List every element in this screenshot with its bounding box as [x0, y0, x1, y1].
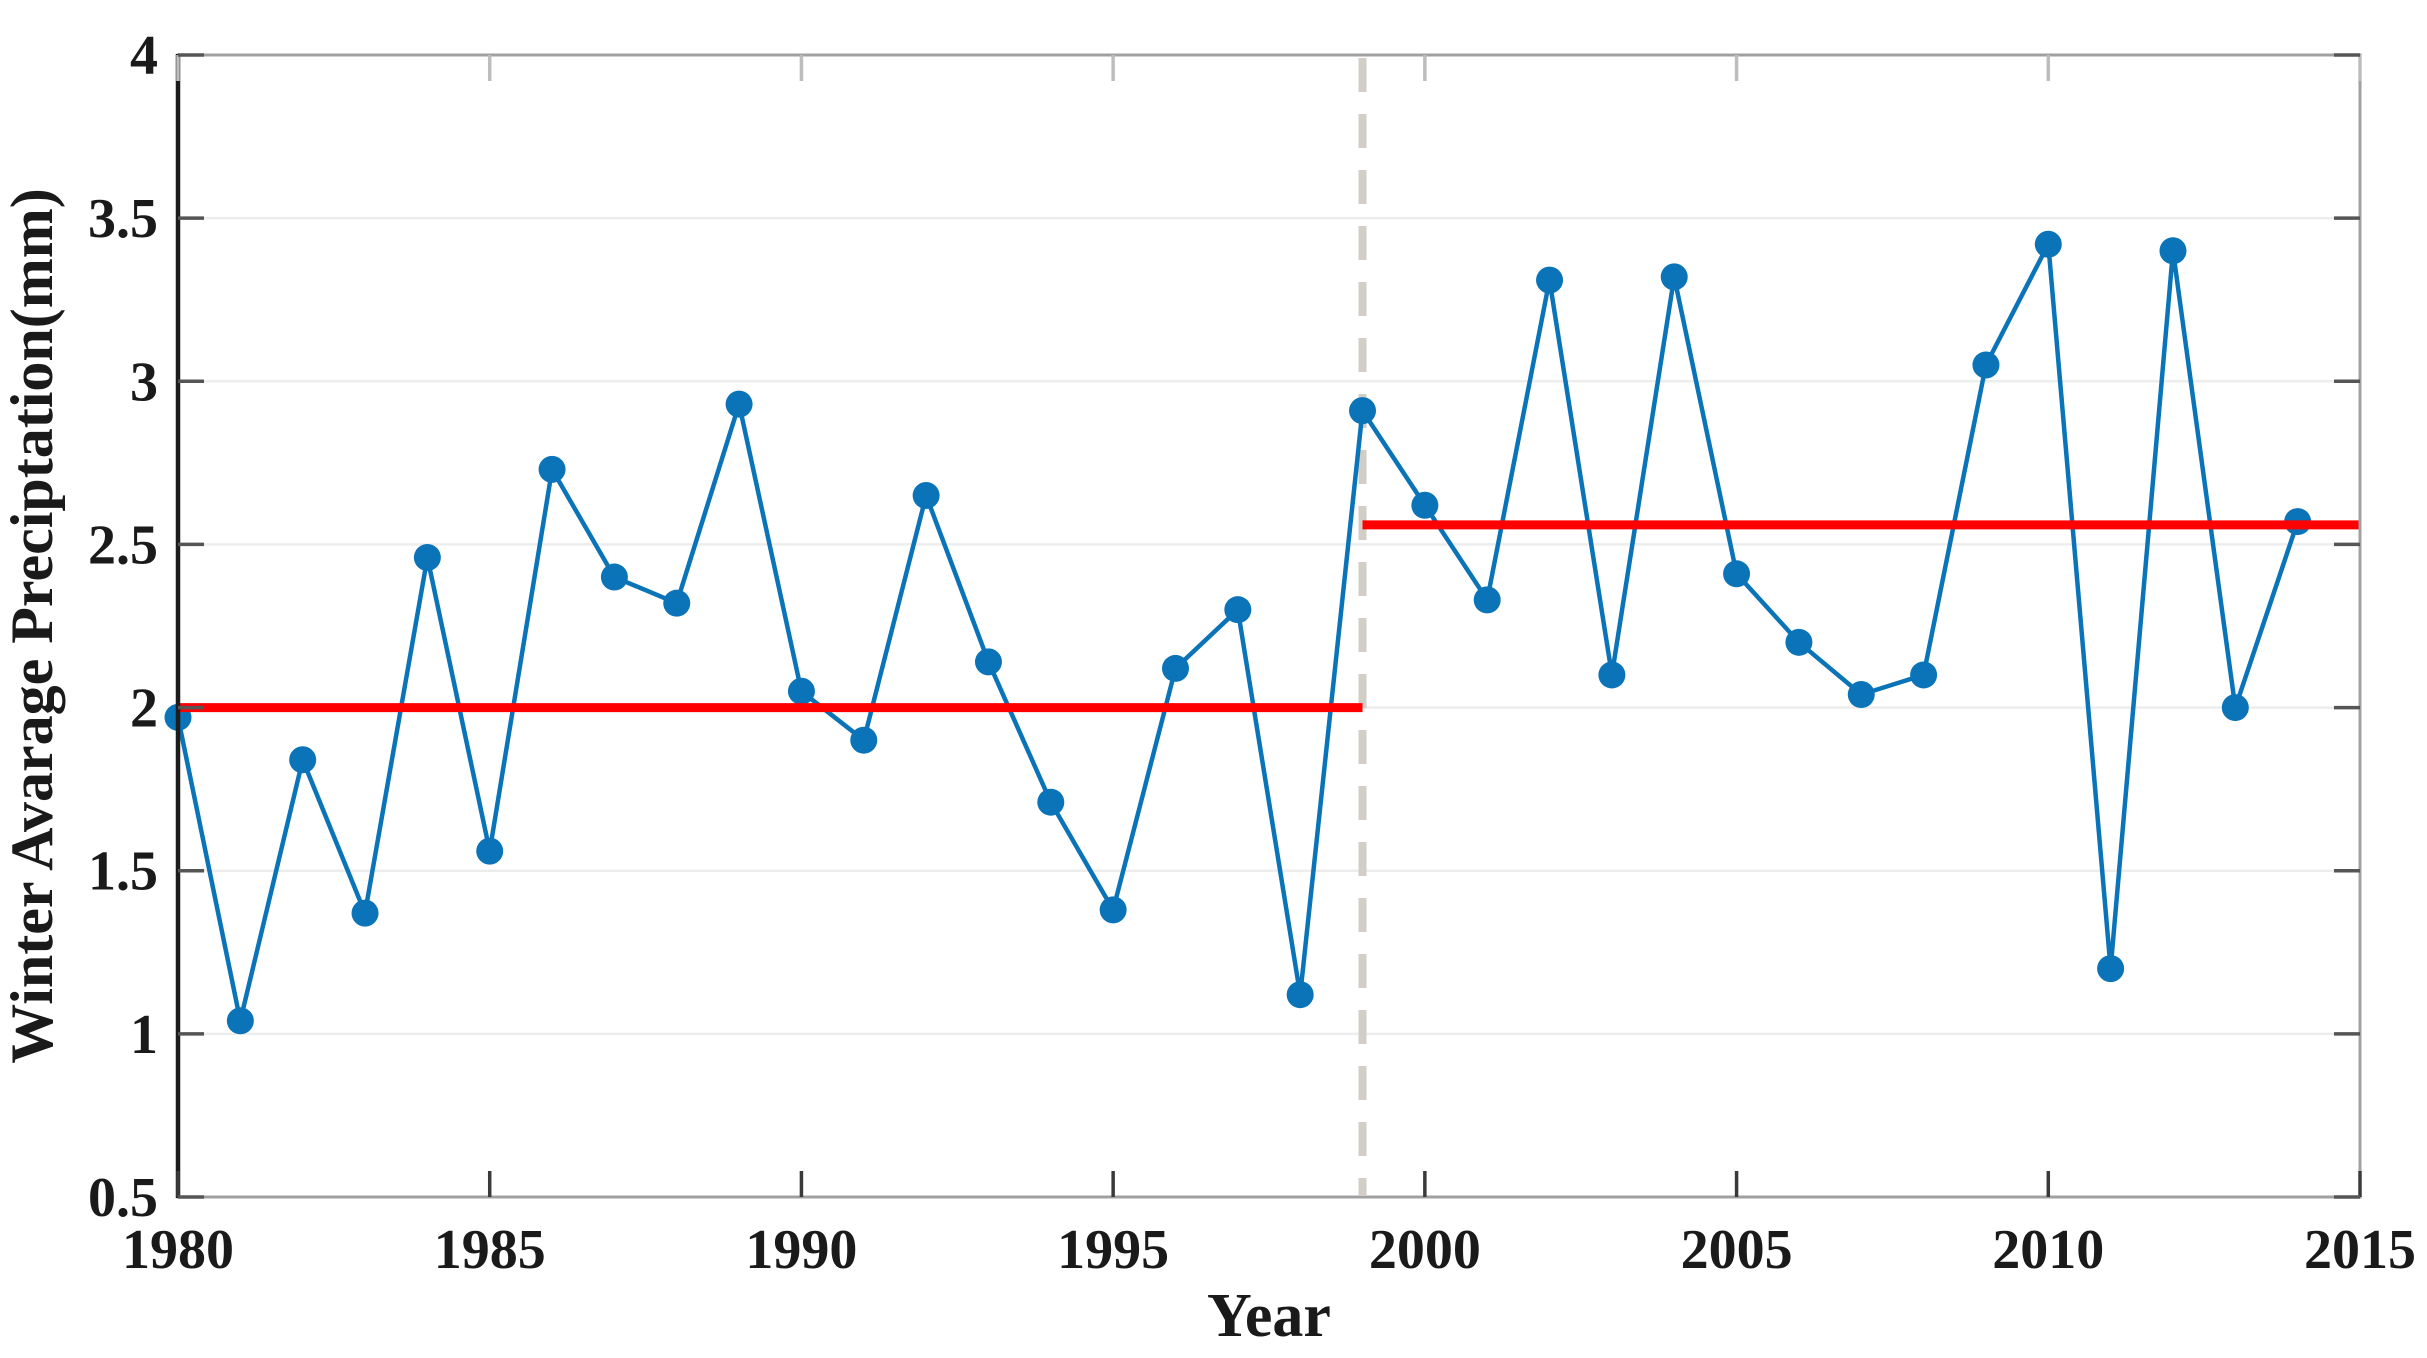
data-point-2007: [1847, 681, 1875, 709]
y-tick-label-2.5: 2.5: [88, 514, 158, 576]
data-point-1984: [413, 543, 441, 571]
series-layer: [164, 230, 2312, 1035]
x-tick-label-1980: 1980: [122, 1219, 234, 1281]
y-tick-label-3.5: 3.5: [88, 188, 158, 250]
axes-box: [176, 53, 2362, 1199]
data-point-1989: [725, 390, 753, 418]
data-point-1990: [787, 677, 815, 705]
x-tick-label-1985: 1985: [434, 1219, 546, 1281]
data-point-2008: [1910, 661, 1938, 689]
tick-label-layer: 1980 1985 1990 1995 2000 2005 2010 2015 0.5 1 1.5 2…: [88, 25, 2416, 1281]
y-tick-label-0.5: 0.5: [88, 1167, 158, 1229]
data-point-2004: [1660, 263, 1688, 291]
x-tick-label-1995: 1995: [1057, 1219, 1169, 1281]
x-axis-title: Year: [1207, 1282, 1331, 1350]
data-point-2011: [2097, 955, 2125, 983]
data-point-1997: [1224, 596, 1252, 624]
data-point-1986: [538, 455, 566, 483]
x-tick-label-2010: 2010: [1992, 1219, 2104, 1281]
data-point-1985: [476, 837, 504, 865]
axes-layer: [175, 53, 2362, 1199]
data-point-1995: [1099, 896, 1127, 924]
data-point-1987: [600, 563, 628, 591]
data-point-1992: [912, 481, 940, 509]
data-point-2002: [1536, 266, 1564, 294]
data-point-1998: [1286, 981, 1314, 1009]
data-point-1994: [1037, 788, 1065, 816]
data-point-1991: [850, 726, 878, 754]
data-point-1981: [226, 1007, 254, 1035]
y-axis-title: Winter Avarage Preciptation(mm): [0, 188, 65, 1063]
mean-lines-layer: [178, 520, 2360, 713]
data-point-2013: [2221, 694, 2249, 722]
grid-layer: [178, 216, 2360, 1036]
tick-layer: [176, 53, 2362, 1199]
data-point-2010: [2034, 230, 2062, 258]
data-point-1993: [974, 648, 1002, 676]
x-tick-label-1990: 1990: [745, 1219, 857, 1281]
data-point-2000: [1411, 491, 1439, 519]
data-point-1988: [663, 589, 691, 617]
y-tick-label-1: 1: [130, 1004, 158, 1066]
x-tick-label-2000: 2000: [1369, 1219, 1481, 1281]
data-point-1983: [351, 899, 379, 927]
y-tick-label-3: 3: [130, 351, 158, 413]
x-tick-label-2005: 2005: [1681, 1219, 1793, 1281]
y-tick-label-4: 4: [130, 25, 158, 87]
data-point-1999: [1349, 397, 1377, 425]
y-tick-label-1.5: 1.5: [88, 841, 158, 903]
data-point-1996: [1161, 654, 1189, 682]
y-tick-label-2: 2: [130, 678, 158, 740]
x-tick-label-2015: 2015: [2304, 1219, 2416, 1281]
data-point-2009: [1972, 351, 2000, 379]
data-point-2012: [2159, 237, 2187, 265]
data-point-2006: [1785, 628, 1813, 656]
data-point-2005: [1723, 560, 1751, 588]
data-point-1982: [289, 746, 317, 774]
data-point-2001: [1473, 586, 1501, 614]
data-point-2003: [1598, 661, 1626, 689]
